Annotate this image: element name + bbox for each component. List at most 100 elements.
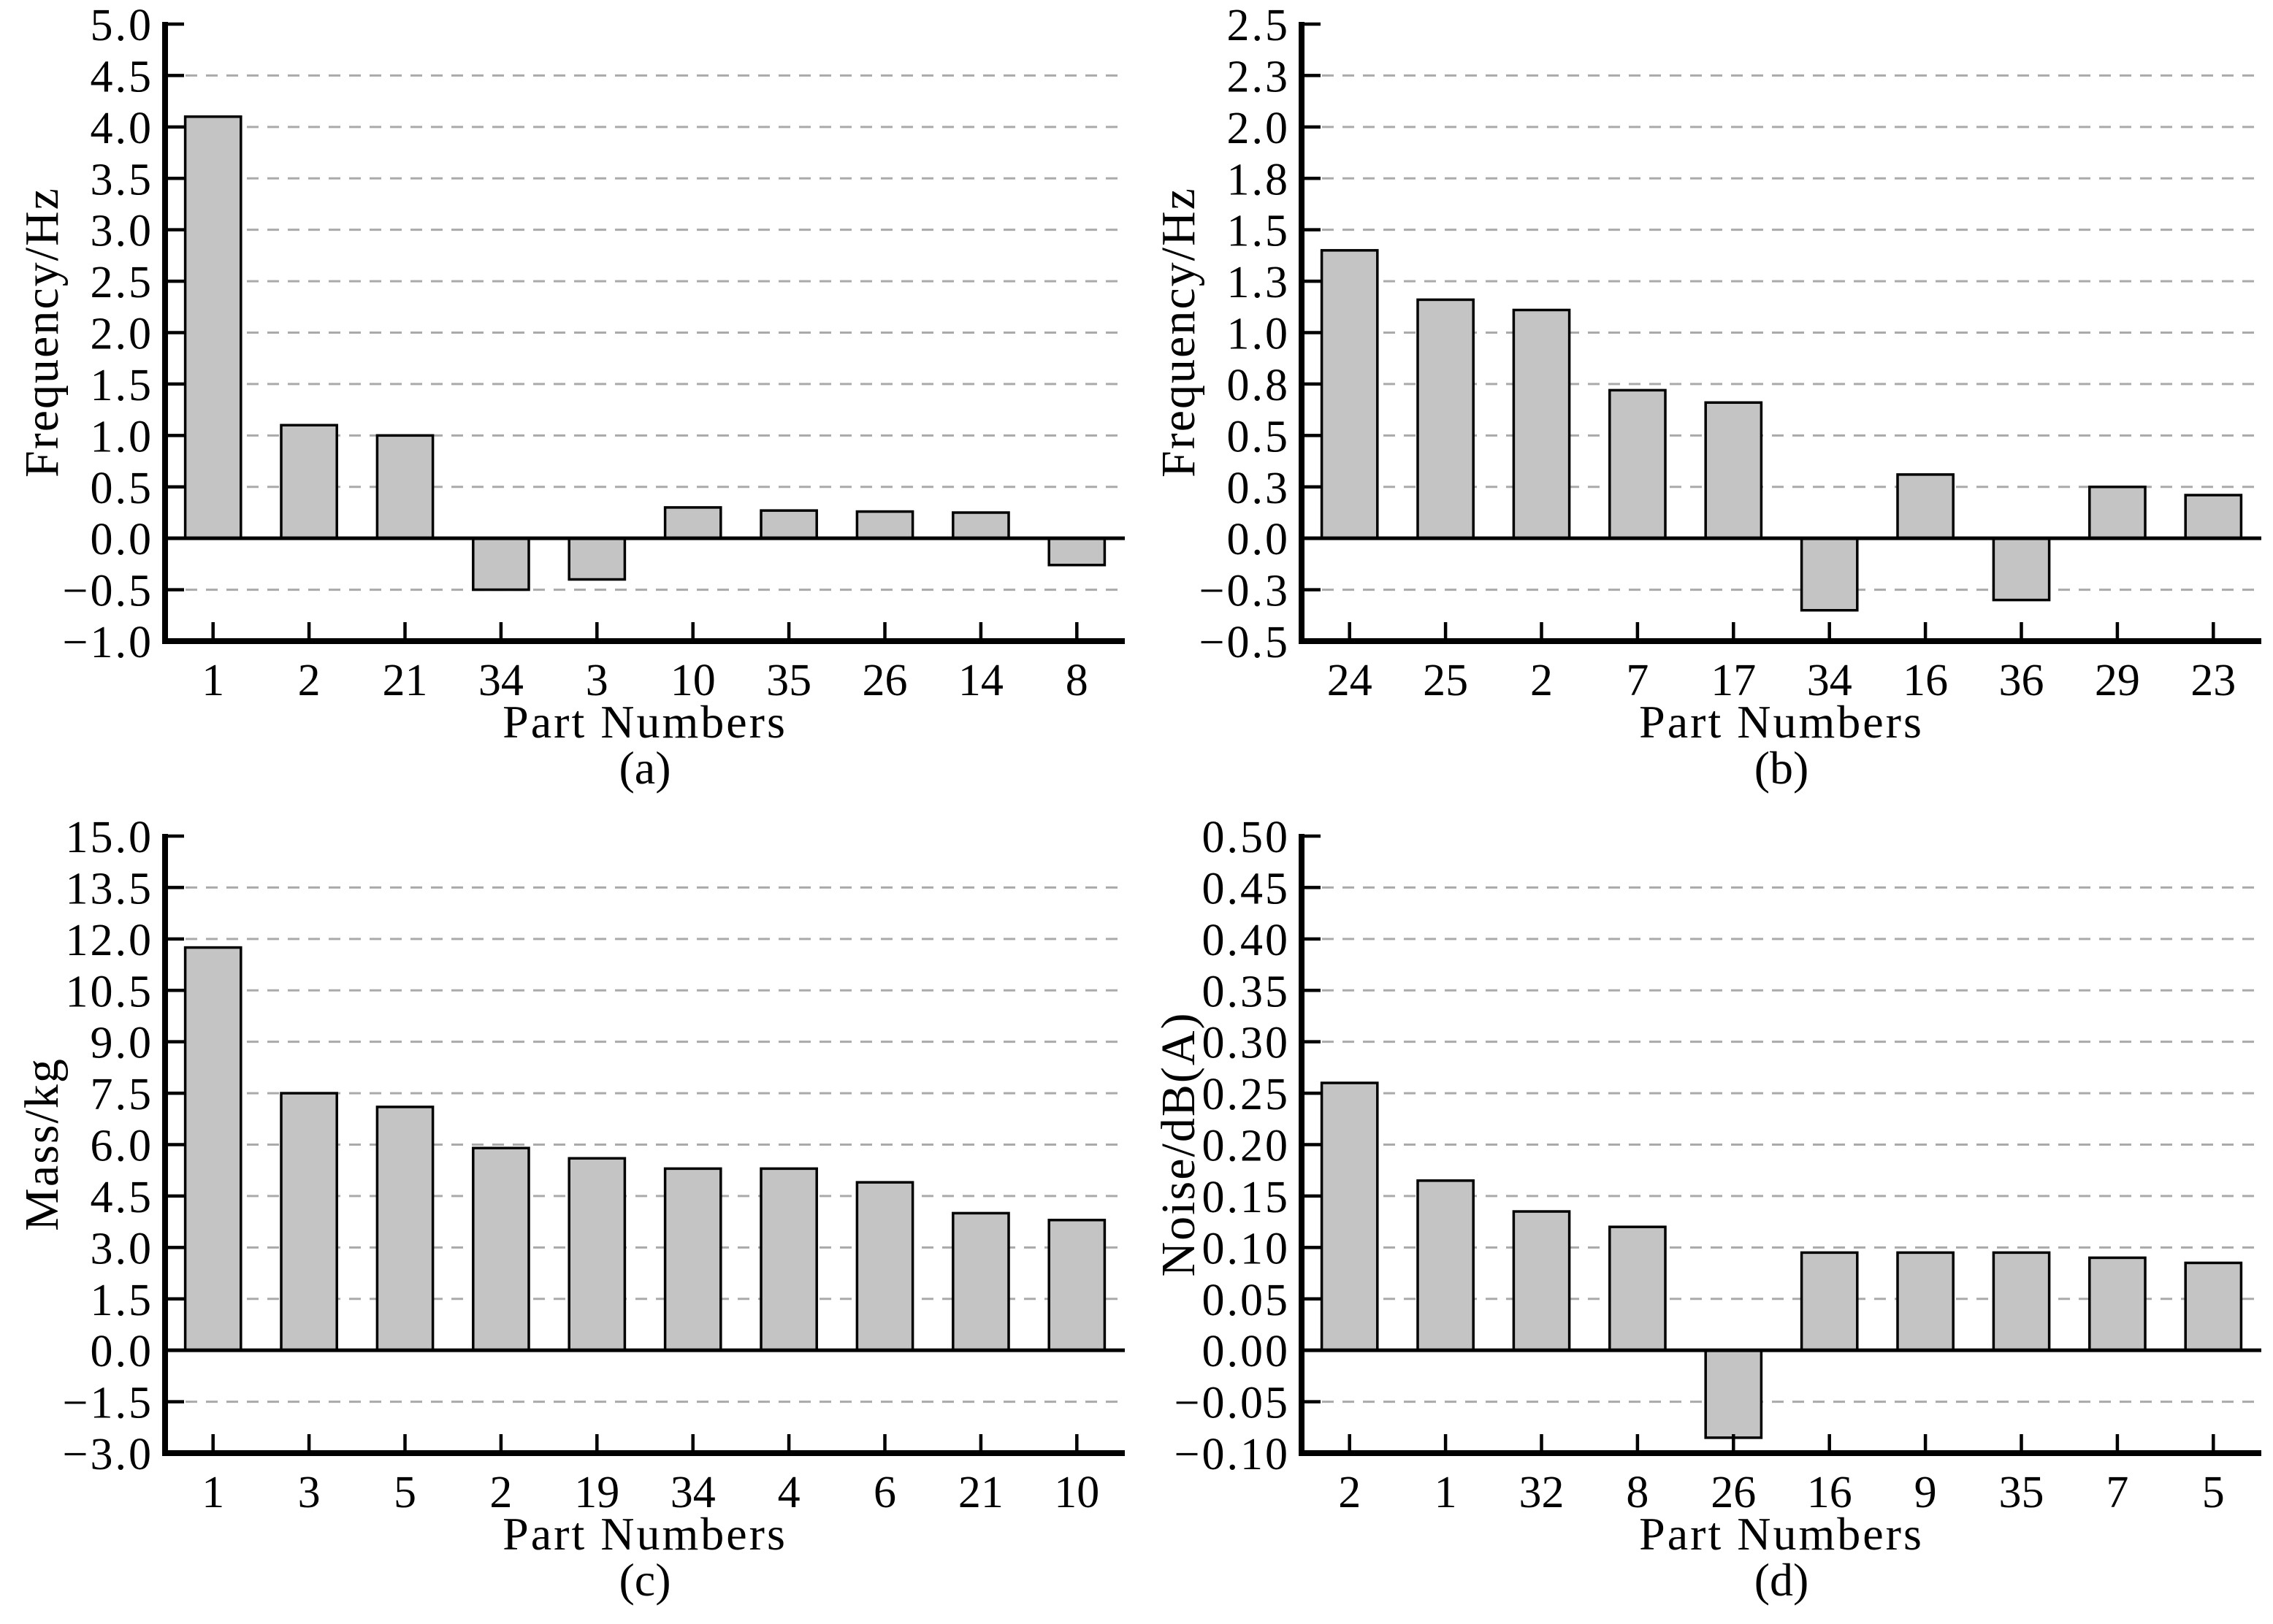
- x-tick-label: 5: [394, 1468, 416, 1517]
- panel-b-x-axis-title: Part Numbers: [1639, 696, 1924, 748]
- x-tick-label: 16: [1903, 656, 1948, 705]
- x-tick-label: 5: [2202, 1468, 2225, 1517]
- x-tick-label: 19: [574, 1468, 619, 1517]
- x-tick-label: 1: [1435, 1468, 1457, 1517]
- y-tick-label: 9.0: [91, 1019, 154, 1068]
- y-tick-label: 1.0: [1227, 310, 1291, 359]
- panel-a: 5.0 4.5 4.0 3.5 3.0 2.5 2.0 1.5 1.0 0.5 0.0 −0.5 −1.…: [0, 0, 1136, 812]
- x-tick-label: 35: [1999, 1468, 2044, 1517]
- panel-b-chart: 2.52.32.01.81.51.31.00.80.50.30.0−0.3−0.…: [1199, 1, 2261, 705]
- bar: [280, 424, 338, 540]
- y-tick-label: −0.05: [1174, 1379, 1290, 1428]
- x-tick-label: 17: [1711, 656, 1756, 705]
- x-tick-label: 1: [202, 1468, 224, 1517]
- bar: [1608, 1225, 1667, 1352]
- x-tick-label: 4: [778, 1468, 801, 1517]
- y-tick-label: 0.00: [1202, 1327, 1291, 1376]
- bar: [760, 1167, 818, 1352]
- y-tick-label: 1.8: [1227, 155, 1291, 204]
- panel-b-sublabel: (b): [1754, 742, 1809, 794]
- bar: [1320, 249, 1379, 540]
- y-tick-label: 12.0: [66, 916, 154, 965]
- bar: [2088, 486, 2147, 540]
- bar: [1512, 1210, 1571, 1352]
- bar: [1416, 298, 1475, 540]
- bar: [1896, 1251, 1955, 1352]
- bar: [663, 1167, 722, 1352]
- panel-d-sublabel: (d): [1754, 1554, 1809, 1606]
- panel-c-x-axis-title: Part Numbers: [503, 1508, 787, 1560]
- bar: [183, 946, 242, 1352]
- y-tick-label: 2.0: [91, 310, 154, 359]
- bar: [2184, 494, 2243, 540]
- bar: [1512, 308, 1571, 540]
- y-tick-label: 0.5: [91, 464, 154, 513]
- x-tick-label: 3: [298, 1468, 321, 1517]
- bar: [952, 1211, 1010, 1352]
- panel-a-sublabel: (a): [619, 742, 671, 794]
- panel-a-chart: 5.04.54.03.53.02.52.01.51.00.50.0−0.5−1.…: [63, 1, 1125, 705]
- x-tick-label: 8: [1066, 656, 1088, 705]
- y-tick-label: 0.10: [1202, 1224, 1291, 1273]
- x-tick-label: 21: [958, 1468, 1004, 1517]
- y-tick-label: 0.30: [1202, 1019, 1291, 1068]
- panel-c-chart: 15.013.512.010.59.07.56.04.53.01.50.0−1.…: [63, 813, 1125, 1517]
- panel-c-y-axis-title: Mass/kg: [15, 1057, 69, 1231]
- panel-d-y-axis-title: Noise/dB(A): [1152, 1011, 1205, 1277]
- bar: [855, 510, 914, 540]
- x-tick-label: 2: [298, 656, 321, 705]
- bar: [280, 1092, 338, 1352]
- bar: [1047, 537, 1107, 567]
- y-tick-label: −0.10: [1174, 1430, 1290, 1479]
- x-tick-label: 32: [1519, 1468, 1565, 1517]
- bar: [375, 434, 435, 540]
- x-tick-label: 26: [863, 656, 908, 705]
- bar: [568, 1157, 627, 1352]
- x-tick-label: 2: [1338, 1468, 1361, 1517]
- bar: [760, 509, 818, 540]
- bar: [1608, 388, 1667, 540]
- panel-c-sublabel: (c): [619, 1554, 671, 1606]
- bar: [1800, 1251, 1859, 1352]
- bar: [472, 1146, 530, 1352]
- panel-d-chart: 0.500.450.400.350.300.250.200.150.100.05…: [1174, 813, 2261, 1517]
- y-tick-label: 0.35: [1202, 967, 1291, 1016]
- panel-a-x-axis-title: Part Numbers: [503, 696, 787, 748]
- y-tick-label: 0.0: [91, 1327, 154, 1376]
- x-tick-label: 8: [1626, 1468, 1649, 1517]
- bar: [1896, 473, 1955, 540]
- x-tick-label: 2: [1530, 656, 1553, 705]
- panel-c: 15.0 13.5 12.0 10.5 9.0 7.5 6.0 4.5 3.0 1.5 0.0 −1.…: [0, 812, 1136, 1624]
- y-tick-label: 6.0: [91, 1122, 154, 1171]
- y-tick-label: 2.5: [1227, 1, 1291, 50]
- x-tick-label: 26: [1711, 1468, 1756, 1517]
- y-tick-label: 0.0: [1227, 515, 1291, 564]
- bar: [375, 1106, 435, 1352]
- y-tick-label: −0.5: [63, 567, 153, 616]
- y-tick-label: 3.0: [91, 207, 154, 256]
- y-tick-label: 4.5: [91, 52, 154, 102]
- bar: [663, 506, 722, 540]
- panel-b-y-axis-title: Frequency/Hz: [1152, 187, 1205, 478]
- y-tick-label: 3.5: [91, 155, 154, 204]
- y-tick-label: 1.0: [91, 412, 154, 461]
- y-tick-label: 1.5: [91, 1276, 154, 1325]
- y-tick-label: 1.3: [1227, 258, 1291, 307]
- x-tick-label: 3: [586, 656, 608, 705]
- bar: [472, 537, 530, 591]
- bar: [1416, 1179, 1475, 1352]
- bar: [1992, 1251, 2051, 1352]
- y-tick-label: 5.0: [91, 1, 154, 50]
- panel-d: 0.50 0.45 0.40 0.35 0.30 0.25 0.20 0.15 0.10 0.05…: [1136, 812, 2273, 1624]
- x-tick-label: 1: [202, 656, 224, 705]
- x-tick-label: 29: [2095, 656, 2140, 705]
- y-tick-label: 2.5: [91, 258, 154, 307]
- bar: [1992, 537, 2051, 602]
- x-tick-label: 34: [671, 1468, 716, 1517]
- x-tick-label: 7: [2106, 1468, 2128, 1517]
- y-tick-label: 10.5: [66, 967, 154, 1016]
- x-tick-label: 6: [874, 1468, 896, 1517]
- x-tick-label: 9: [1914, 1468, 1937, 1517]
- x-tick-label: 10: [1054, 1468, 1099, 1517]
